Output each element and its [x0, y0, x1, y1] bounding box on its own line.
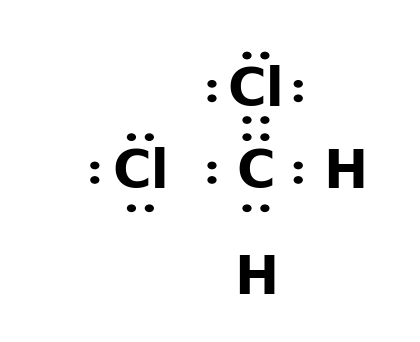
Text: Cl: Cl	[112, 147, 169, 199]
Text: C: C	[236, 147, 276, 199]
Text: H: H	[323, 147, 368, 199]
Circle shape	[145, 205, 153, 211]
Circle shape	[243, 52, 251, 59]
Circle shape	[128, 205, 135, 211]
Circle shape	[243, 134, 251, 140]
Circle shape	[145, 134, 153, 140]
Text: Cl: Cl	[228, 65, 284, 117]
Circle shape	[208, 81, 216, 87]
Circle shape	[208, 162, 216, 169]
Circle shape	[294, 177, 302, 183]
Circle shape	[243, 205, 251, 211]
Circle shape	[294, 95, 302, 102]
Circle shape	[261, 117, 269, 123]
Circle shape	[91, 162, 99, 169]
Circle shape	[294, 81, 302, 87]
Circle shape	[261, 134, 269, 140]
Circle shape	[91, 177, 99, 183]
Circle shape	[208, 95, 216, 102]
Circle shape	[128, 134, 135, 140]
Circle shape	[208, 177, 216, 183]
Circle shape	[294, 162, 302, 169]
Text: H: H	[234, 253, 278, 305]
Circle shape	[261, 205, 269, 211]
Circle shape	[261, 52, 269, 59]
Circle shape	[243, 117, 251, 123]
